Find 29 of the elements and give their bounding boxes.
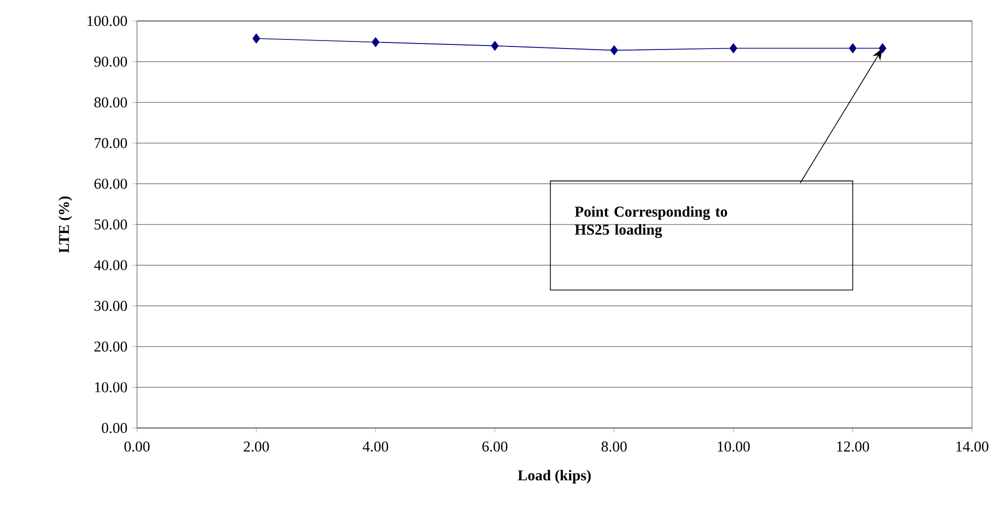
y-tick-label: 80.00: [94, 97, 127, 108]
x-tick-label: 6.00: [482, 441, 508, 452]
point: [730, 43, 738, 54]
point: [252, 34, 260, 44]
point: [610, 45, 618, 56]
x-tick-label: 14.00: [956, 441, 988, 452]
point: [372, 37, 380, 48]
x-tick-label: 8.00: [602, 441, 627, 452]
y-tick-label: 100.00: [88, 16, 127, 26]
y-tick-label: 30.00: [94, 300, 127, 311]
annotation: Point Corresponding to HS25 loading: [574, 206, 728, 238]
y-tick-label: 50.00: [94, 219, 127, 230]
x-tick-label: 0.00: [124, 441, 150, 452]
y-tick-label: 40.00: [94, 260, 127, 270]
y-tick-label: 10.00: [95, 382, 127, 392]
x-tick-label: 4.00: [362, 441, 388, 452]
point: [491, 40, 499, 51]
y-tick-label: 60.00: [94, 178, 127, 189]
y-tick-label: 20.00: [94, 342, 127, 352]
point: [848, 43, 856, 54]
x-axis-title: Load (kips): [518, 470, 591, 484]
x-tick-label: 2.00: [244, 441, 269, 452]
x-tick-label: 12.00: [837, 441, 870, 452]
point: [878, 43, 886, 54]
y-tick-label: 0.00: [102, 422, 127, 434]
y-tick-label: 90.00: [94, 56, 127, 67]
y-tick-label: 70.00: [94, 138, 127, 148]
y-axis-title: LTE (%): [58, 196, 72, 253]
x-tick-label: 10.00: [718, 441, 750, 452]
